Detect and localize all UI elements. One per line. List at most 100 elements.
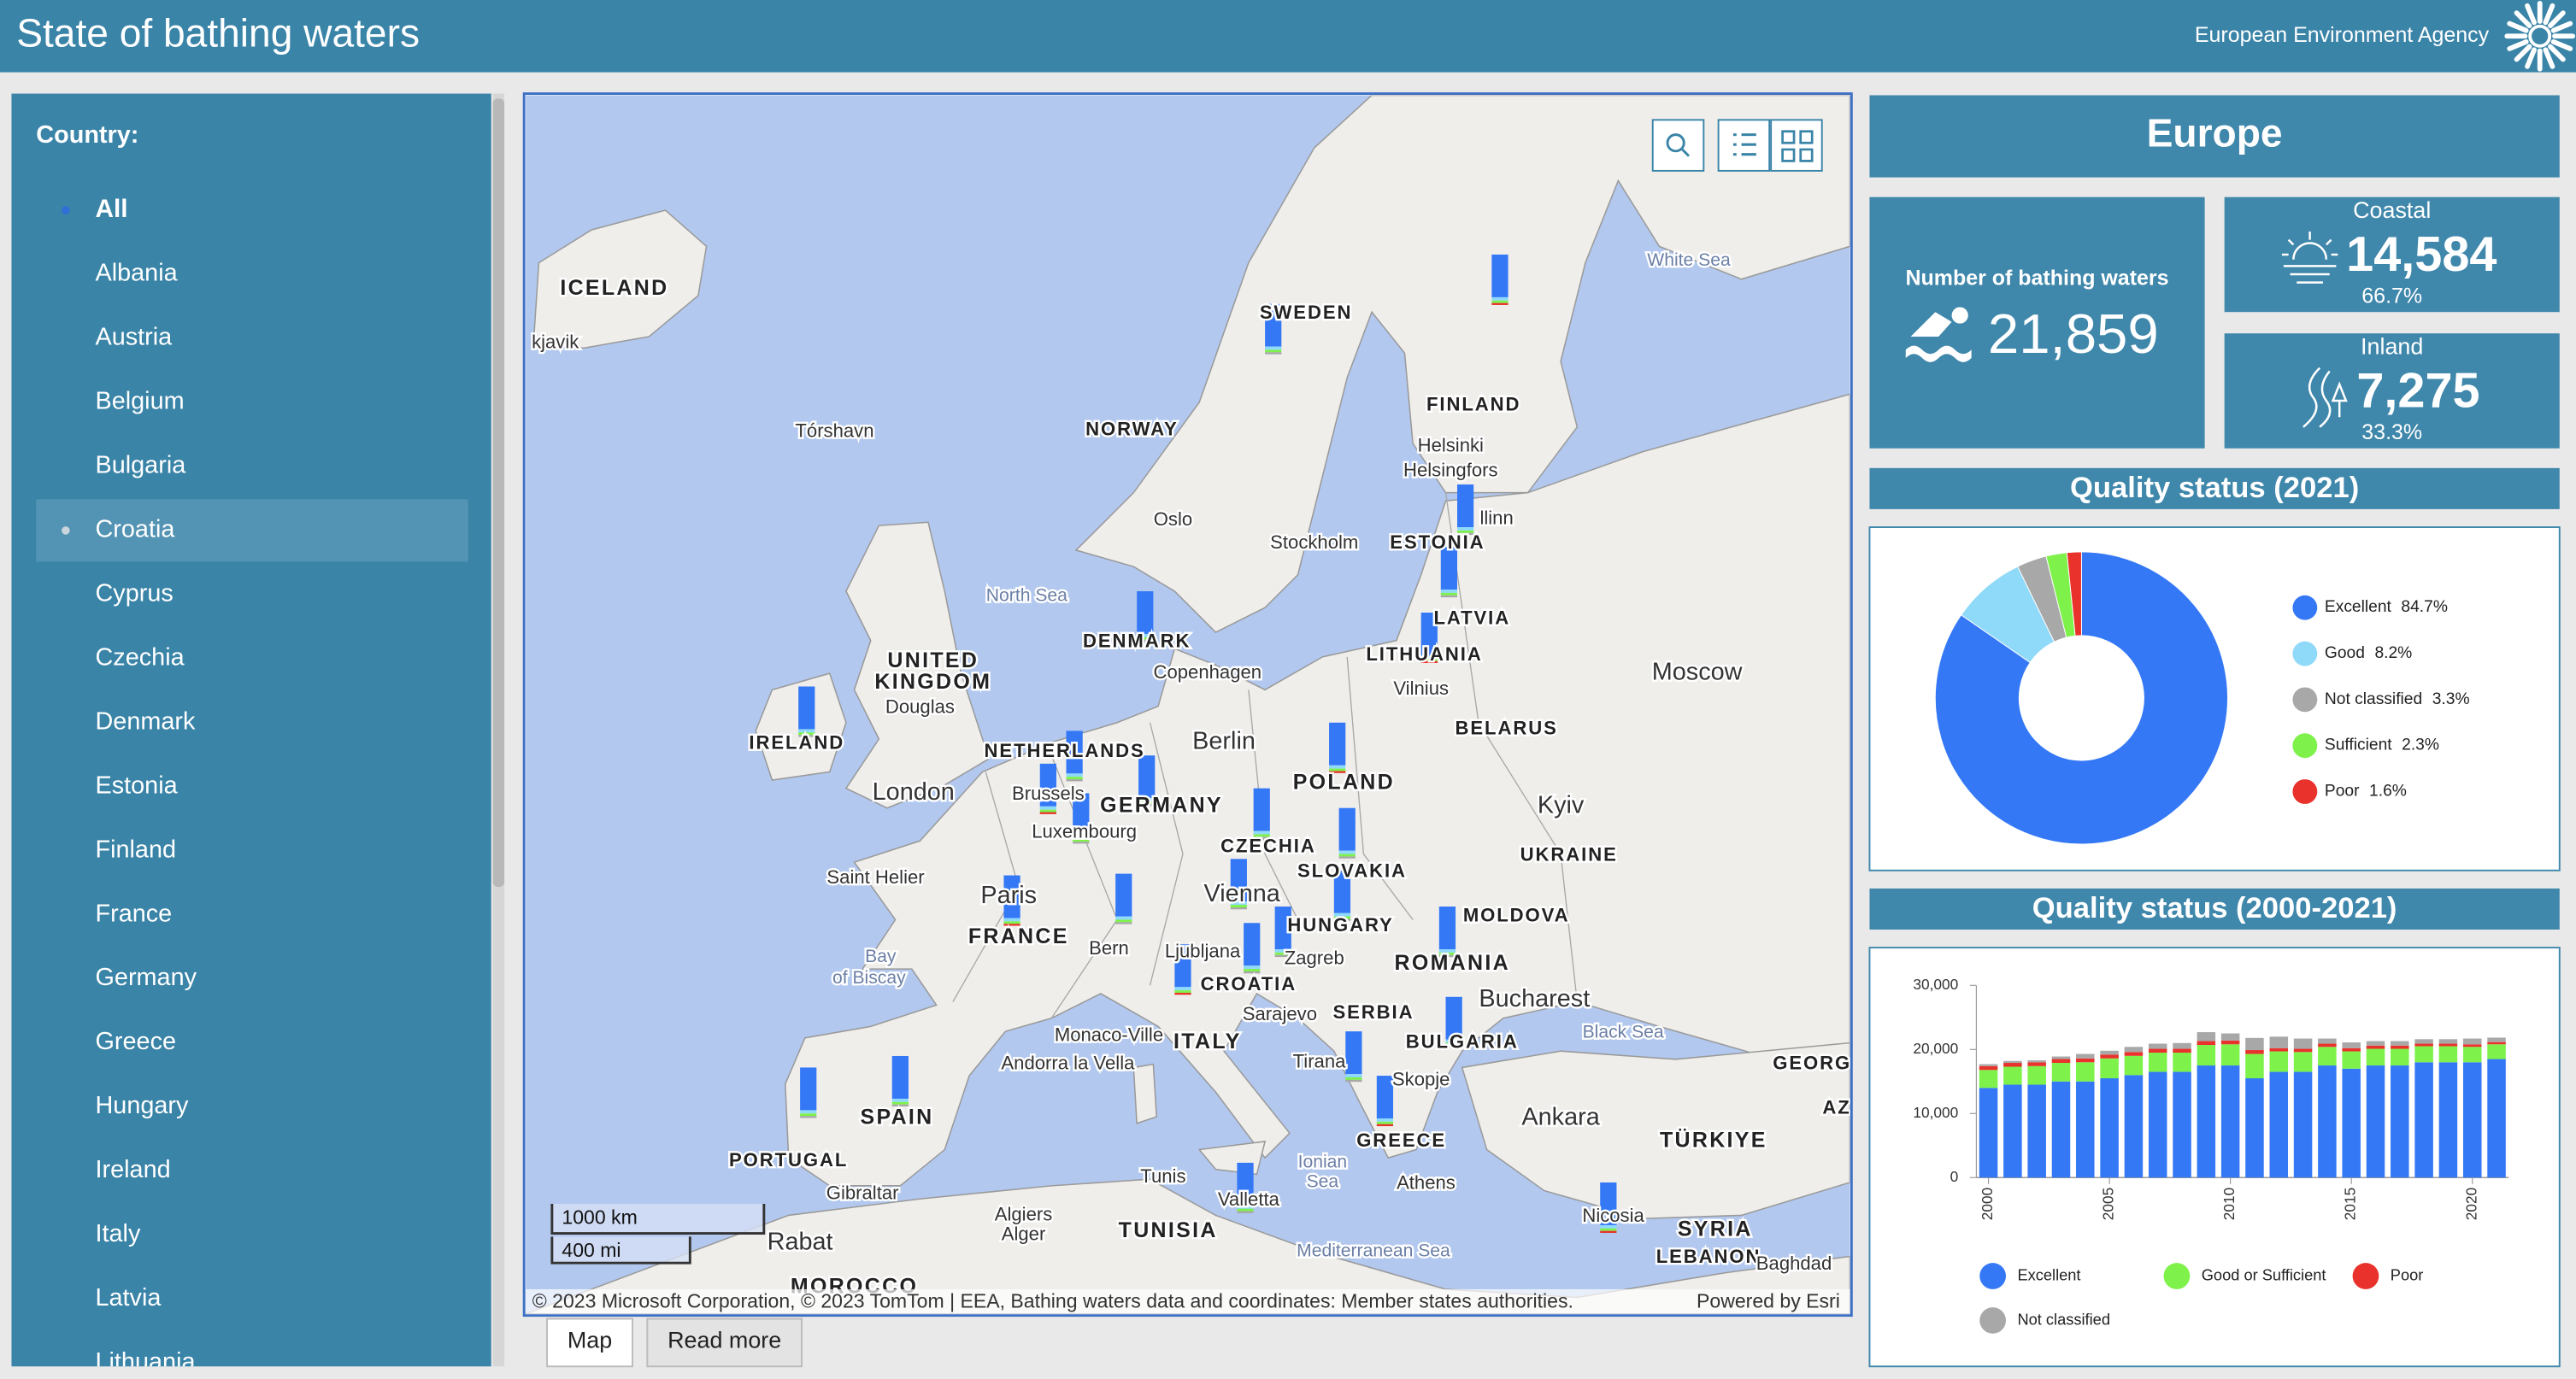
country-option[interactable]: Czechia	[95, 643, 185, 671]
bar-segment	[2051, 1081, 2071, 1178]
logo-core	[2528, 24, 2552, 48]
bar-segment	[1979, 1064, 1998, 1066]
land	[526, 95, 1850, 1314]
map-label: KINGDOM	[874, 670, 991, 694]
marker-bar	[1230, 905, 1247, 908]
scroll-thumb[interactable]	[492, 98, 505, 887]
bar-segment	[2245, 1037, 2264, 1051]
map-label: Kyiv	[1538, 791, 1585, 819]
marker-bar	[1445, 1039, 1462, 1043]
country-option[interactable]: Cyprus	[95, 579, 173, 607]
marker-bar	[1115, 873, 1132, 917]
map-label: Bay	[865, 947, 897, 966]
country-option[interactable]: Italy	[95, 1220, 140, 1247]
logo-ray	[2525, 47, 2537, 69]
basemap-button[interactable]	[1770, 119, 1823, 172]
marker-bar	[1345, 1079, 1362, 1083]
marker-bar	[1253, 836, 1270, 839]
button-frame[interactable]	[1651, 119, 1705, 172]
bar-segment	[2100, 1058, 2119, 1079]
marker-bar	[1138, 801, 1156, 804]
bar-segment	[2003, 1060, 2022, 1064]
tab-read-more[interactable]	[646, 1317, 803, 1368]
bar-segment	[1979, 1070, 1998, 1089]
marker-bar	[800, 1110, 817, 1114]
bar-segment	[2124, 1075, 2144, 1178]
marker-bar	[1420, 612, 1438, 655]
sardinia	[1132, 1063, 1158, 1124]
map-label: Moscow	[1652, 659, 1743, 686]
turkey	[1461, 1042, 1850, 1220]
logo-ray	[2543, 3, 2555, 26]
button-frame[interactable]	[1770, 119, 1823, 172]
map-label: CROATIA	[1201, 973, 1297, 995]
map-label: Athens	[1397, 1172, 1456, 1194]
country-option[interactable]: Belgium	[95, 388, 184, 415]
marker-bar	[1600, 1230, 1617, 1233]
country-option[interactable]: All	[95, 195, 127, 223]
marker-bar	[1244, 971, 1261, 974]
marker-bar	[1115, 922, 1132, 924]
map-label: LITHUANIA	[1366, 643, 1482, 665]
bar-segment	[2366, 1065, 2385, 1178]
country-option[interactable]: Bulgaria	[95, 452, 186, 479]
bar-segment	[2462, 1044, 2482, 1047]
bar-segment	[2027, 1065, 2046, 1085]
marker-bar	[1345, 1074, 1362, 1077]
tab-map[interactable]	[546, 1317, 634, 1368]
country-option[interactable]: Greece	[95, 1028, 176, 1055]
marker-bar	[1456, 527, 1474, 531]
marker-bar	[1073, 793, 1090, 836]
marker-bar	[1491, 296, 1509, 301]
map-label: Paris	[980, 882, 1037, 909]
legend-button[interactable]	[1717, 119, 1771, 172]
bar-segment	[2245, 1053, 2264, 1079]
map-label: UNITED	[887, 648, 979, 672]
border	[952, 492, 1578, 1019]
map-label: ESTONIA	[1390, 531, 1485, 553]
marker-bar	[1237, 1205, 1254, 1209]
donut-chart: Excellent 84.7% Good 8.2% Not classified 3.3%…	[1934, 551, 2470, 845]
country-option[interactable]: France	[95, 900, 172, 927]
map-label: SPAIN	[861, 1106, 934, 1130]
country-option[interactable]: Germany	[95, 964, 197, 991]
country-option[interactable]: Estonia	[95, 772, 178, 799]
map-label: BULGARIA	[1406, 1030, 1519, 1052]
bar-segment	[2245, 1050, 2264, 1054]
map-label: AZ	[1822, 1096, 1850, 1118]
x-tick-label: 2010	[2220, 1188, 2238, 1220]
legend-swatch	[2292, 595, 2318, 620]
bar-segment	[2220, 1033, 2240, 1041]
marker-bar	[1333, 918, 1351, 921]
marker-bar	[800, 1113, 817, 1117]
country-option[interactable]: Denmark	[95, 707, 196, 735]
country-option[interactable]: Finland	[95, 836, 176, 863]
country-option[interactable]: Austria	[95, 324, 173, 351]
hover-dot	[62, 526, 70, 535]
search-button[interactable]	[1651, 119, 1705, 172]
map-label: Ionian	[1298, 1152, 1348, 1171]
search-icon	[1681, 148, 1691, 157]
marker-bar	[1115, 916, 1132, 920]
marker-bar	[1066, 773, 1083, 778]
country-option[interactable]: Albania	[95, 260, 178, 287]
bar-segment	[2003, 1084, 2022, 1178]
country-option[interactable]: Croatia	[95, 515, 175, 543]
country-option[interactable]: Latvia	[95, 1284, 162, 1312]
bar-segment	[2462, 1038, 2482, 1045]
marker-bar	[1438, 952, 1456, 955]
country-option[interactable]: Hungary	[95, 1092, 189, 1119]
map-label: FRANCE	[968, 924, 1069, 948]
country-option[interactable]: Lithuania	[95, 1348, 196, 1376]
bar-segment	[2342, 1068, 2361, 1178]
bar-segment	[2076, 1053, 2095, 1059]
bar-segment	[2076, 1058, 2095, 1063]
scandinavia	[1074, 95, 1850, 633]
tab-label[interactable]: Map	[568, 1328, 612, 1353]
country-option[interactable]: Ireland	[95, 1156, 170, 1183]
bar-segment	[2391, 1065, 2409, 1178]
scale-km: 1000 km	[562, 1206, 637, 1228]
marker-bar	[1174, 992, 1191, 995]
tab-label[interactable]: Read more	[668, 1328, 781, 1353]
